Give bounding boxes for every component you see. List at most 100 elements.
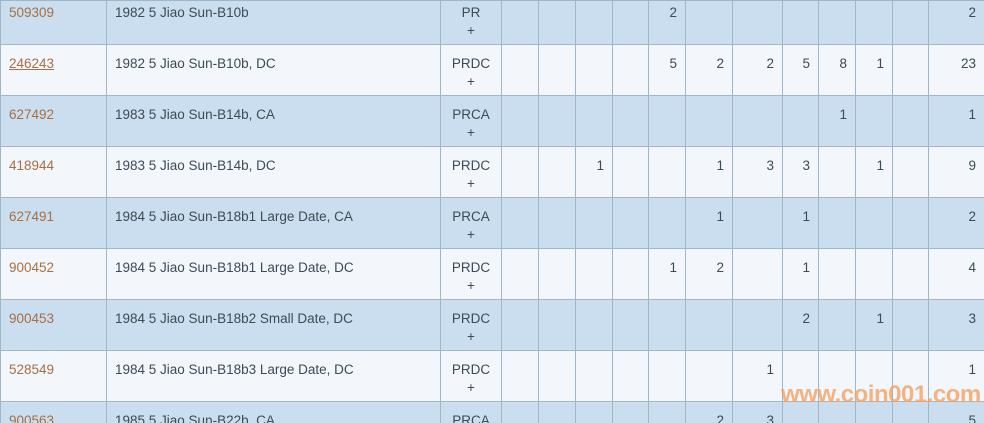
grade-plus: +: [467, 329, 475, 344]
count-cell: 3: [732, 146, 783, 198]
count-cell: [538, 44, 576, 96]
count-cell: [612, 299, 649, 351]
grade-plus: +: [467, 278, 475, 293]
coin-id-link[interactable]: 627491: [9, 209, 55, 224]
count-cell: [892, 197, 929, 249]
coin-description: 1984 5 Jiao Sun-B18b2 Small Date, DC: [106, 299, 441, 351]
count-cell: 5: [648, 44, 686, 96]
coin-id-link[interactable]: 246243: [9, 56, 55, 71]
grade-code: PRCA: [452, 209, 490, 224]
grade-cell: PRCA +: [440, 95, 502, 147]
count-cell: 2: [685, 248, 733, 300]
count-cell: [538, 1, 576, 45]
count-cell: [818, 146, 856, 198]
count-cell: [538, 401, 576, 423]
count-cell: 8: [818, 44, 856, 96]
table-row: 627491 1984 5 Jiao Sun-B18b1 Large Date, …: [0, 197, 984, 249]
count-cell: [818, 299, 856, 351]
grade-plus: +: [467, 227, 475, 242]
grade-code: PRDC: [451, 362, 491, 377]
coin-id-link[interactable]: 627492: [9, 107, 55, 122]
coin-id-link[interactable]: 900453: [9, 311, 55, 326]
coin-id-cell: 900452: [0, 248, 107, 300]
count-cell: [855, 401, 893, 423]
count-cell: [612, 197, 649, 249]
grade-cell: PRCA +: [440, 197, 502, 249]
coin-description: 1984 5 Jiao Sun-B18b3 Large Date, DC: [106, 350, 441, 402]
count-cell: [685, 95, 733, 147]
count-cell: 1: [648, 248, 686, 300]
coin-description: 1982 5 Jiao Sun-B10b: [106, 1, 441, 45]
count-cell: [782, 95, 819, 147]
grade-cell: PRDC +: [440, 350, 502, 402]
table-row: 900453 1984 5 Jiao Sun-B18b2 Small Date, …: [0, 299, 984, 351]
grade-plus: +: [467, 125, 475, 140]
count-cell: [648, 95, 686, 147]
count-cell: 1: [855, 44, 893, 96]
count-cell: 2: [685, 401, 733, 423]
count-cell: [685, 299, 733, 351]
coin-id-cell: 418944: [0, 146, 107, 198]
count-cell: [855, 95, 893, 147]
coin-id-link[interactable]: 900563: [9, 413, 55, 423]
count-cell: [732, 248, 783, 300]
coin-id-link[interactable]: 509309: [9, 5, 55, 20]
total-cell: 3: [928, 299, 984, 351]
count-cell: [818, 248, 856, 300]
count-cell: [892, 401, 929, 423]
count-cell: [648, 350, 686, 402]
coin-id-cell: 627491: [0, 197, 107, 249]
total-cell: 5: [928, 401, 984, 423]
count-cell: [892, 248, 929, 300]
count-cell: 1: [782, 248, 819, 300]
count-cell: [575, 299, 613, 351]
count-cell: [612, 1, 649, 45]
total-cell: 4: [928, 248, 984, 300]
coin-id-link[interactable]: 528549: [9, 362, 55, 377]
coin-id-link[interactable]: 418944: [9, 158, 55, 173]
coin-id-cell: 509309: [0, 1, 107, 45]
count-cell: [685, 1, 733, 45]
coin-description: 1982 5 Jiao Sun-B10b, DC: [106, 44, 441, 96]
count-cell: [575, 44, 613, 96]
count-cell: [575, 248, 613, 300]
count-cell: [648, 197, 686, 249]
count-cell: 1: [685, 146, 733, 198]
table-row: 528549 1984 5 Jiao Sun-B18b3 Large Date, …: [0, 350, 984, 402]
count-cell: [648, 299, 686, 351]
count-cell: [818, 350, 856, 402]
coin-id-cell: 528549: [0, 350, 107, 402]
count-cell: [892, 44, 929, 96]
count-cell: [782, 401, 819, 423]
total-cell: 1: [928, 95, 984, 147]
total-cell: 9: [928, 146, 984, 198]
table-row: 246243 1982 5 Jiao Sun-B10b, DC PRDC +5 2 2 5 8…: [0, 44, 984, 96]
count-cell: [782, 350, 819, 402]
count-cell: [501, 401, 539, 423]
count-cell: 1: [818, 95, 856, 147]
count-cell: [612, 350, 649, 402]
count-cell: [855, 248, 893, 300]
count-cell: [501, 248, 539, 300]
count-cell: [501, 197, 539, 249]
grade-plus: +: [467, 176, 475, 191]
grade-code: PR: [461, 5, 481, 20]
total-cell: 2: [928, 1, 984, 45]
count-cell: [892, 146, 929, 198]
count-cell: [818, 1, 856, 45]
grade-plus: +: [467, 380, 475, 395]
grade-code: PRCA: [452, 107, 490, 122]
count-cell: [648, 401, 686, 423]
coin-id-link[interactable]: 900452: [9, 260, 55, 275]
count-cell: [732, 95, 783, 147]
count-cell: [501, 1, 539, 45]
count-cell: [538, 146, 576, 198]
count-cell: 3: [782, 146, 819, 198]
count-cell: [732, 197, 783, 249]
count-cell: 2: [732, 44, 783, 96]
count-cell: 1: [575, 146, 613, 198]
